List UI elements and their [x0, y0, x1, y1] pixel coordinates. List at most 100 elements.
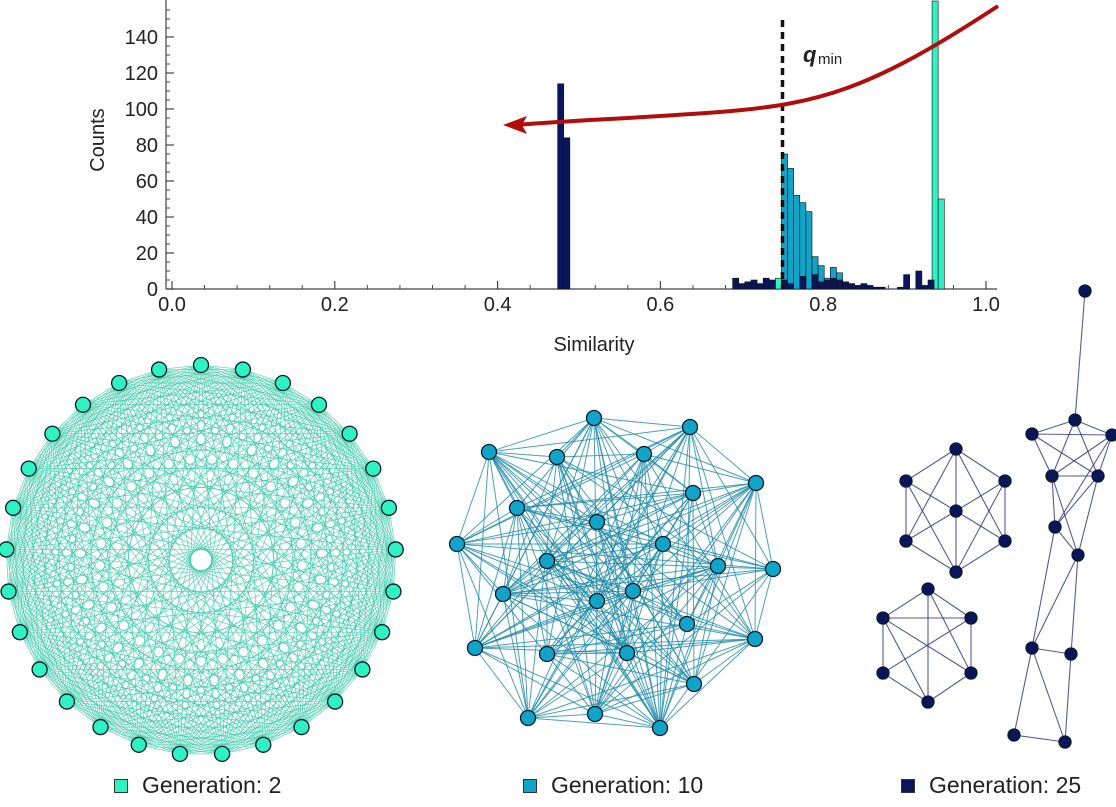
x-axis-label: Similarity: [553, 334, 634, 356]
network-edge: [474, 543, 664, 649]
network-edge: [8, 591, 140, 746]
network-node: [586, 705, 604, 723]
network-edge: [456, 543, 504, 595]
network-edge: [179, 549, 396, 755]
network-edge: [456, 543, 628, 654]
network-edge: [659, 565, 719, 729]
network-edge: [52, 433, 394, 592]
network-edge: [118, 382, 383, 633]
network-edge: [516, 507, 661, 729]
network-edge: [546, 560, 688, 625]
network-edge: [527, 600, 598, 719]
network-edge: [28, 382, 120, 469]
network-edge: [594, 482, 757, 715]
network-edge: [118, 382, 394, 592]
histogram-bar: [897, 286, 904, 290]
network-edge: [82, 404, 394, 592]
network-edge: [6, 549, 302, 728]
histogram-bar: [744, 281, 752, 290]
legend-label-generation-10: Generation: 10: [551, 772, 704, 798]
network-node: [110, 374, 128, 392]
network-edge: [159, 369, 283, 384]
network-edge: [754, 568, 774, 640]
network-edge: [19, 433, 53, 633]
network-edge: [5, 549, 101, 728]
network-edge: [502, 507, 518, 595]
histogram-bar: [750, 279, 758, 290]
histogram-bar: [842, 281, 849, 290]
network-edge: [516, 507, 548, 655]
histogram-bar: [878, 286, 886, 290]
y-tick-label: 120: [125, 63, 158, 85]
network-node: [684, 484, 702, 502]
network-edge: [593, 417, 695, 685]
network-node: [998, 474, 1012, 488]
network-edge: [1054, 475, 1099, 528]
histogram-bar: [937, 198, 945, 290]
network-edge: [546, 653, 661, 729]
network-edge: [546, 560, 774, 570]
network-edge: [546, 417, 595, 655]
histogram-bar: [860, 283, 868, 290]
histogram-bar: [823, 279, 831, 290]
network-edge: [556, 456, 688, 625]
network-node: [519, 709, 537, 727]
legend-swatch-generation-25: [901, 778, 915, 793]
legend-swatch-generation-10: [523, 778, 537, 793]
network-node: [949, 565, 963, 579]
network-edge: [158, 369, 374, 469]
histogram-bar: [756, 283, 764, 290]
network-edge: [200, 364, 394, 592]
network-edge: [546, 600, 598, 655]
network-node: [326, 693, 344, 710]
histogram-bar: [817, 281, 825, 290]
network-edge: [594, 683, 695, 715]
network-edge: [594, 600, 598, 715]
network-edge: [158, 369, 302, 728]
network-edge: [882, 672, 929, 703]
x-tick-label: 0.4: [484, 294, 512, 316]
network-edge: [502, 568, 774, 595]
network-node: [746, 630, 764, 648]
network-node: [548, 448, 566, 466]
network-node: [681, 418, 699, 436]
histogram-bar: [848, 283, 856, 290]
network-edge: [546, 543, 664, 562]
network-edge: [6, 369, 160, 550]
network-edge: [662, 543, 719, 567]
network-edge: [546, 560, 695, 685]
network-edge: [693, 638, 756, 685]
network-node: [1105, 428, 1116, 442]
network-edge: [158, 369, 350, 435]
network-edge: [82, 404, 383, 633]
histogram-bar: [836, 279, 843, 290]
network-edge: [659, 492, 694, 729]
network-node: [624, 582, 642, 600]
network-edge: [546, 590, 634, 655]
histogram-bar: [787, 168, 794, 290]
y-axis-label: Counts: [87, 108, 109, 171]
network-edge: [882, 617, 929, 703]
network-edge: [626, 652, 695, 685]
network-edge: [474, 482, 757, 649]
network-node: [448, 535, 466, 553]
network-edge: [905, 448, 957, 542]
network-node: [618, 644, 636, 662]
network-edge: [527, 590, 634, 719]
network-edge: [488, 417, 595, 453]
network-edge: [632, 543, 664, 592]
network-node: [171, 745, 189, 763]
network-node: [651, 719, 669, 737]
network-edge: [905, 540, 957, 573]
network-node: [4, 499, 22, 516]
network-node: [588, 513, 606, 531]
network-edge: [242, 369, 383, 633]
histogram-bar: [732, 277, 740, 290]
trend-arrow-head: [503, 116, 527, 134]
network-node: [588, 592, 606, 610]
network-edge: [282, 382, 363, 670]
network-node: [998, 534, 1012, 548]
network-edge: [179, 507, 390, 755]
network-edge: [594, 713, 661, 729]
